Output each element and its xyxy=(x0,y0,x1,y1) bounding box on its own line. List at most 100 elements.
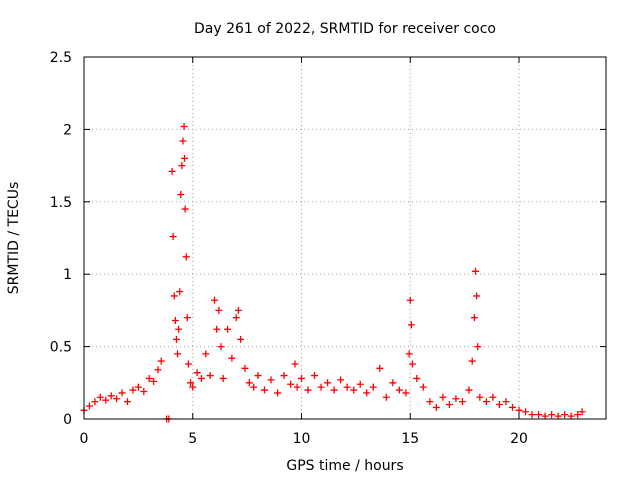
data-point xyxy=(118,389,126,397)
data-point xyxy=(432,403,440,411)
data-point xyxy=(476,393,484,401)
data-point xyxy=(150,377,158,385)
data-point xyxy=(474,343,482,351)
data-point xyxy=(472,267,479,275)
data-point xyxy=(211,296,218,304)
data-point xyxy=(406,296,414,304)
y-tick-label: 2 xyxy=(63,122,72,138)
data-point xyxy=(402,389,410,397)
grid xyxy=(84,57,606,419)
data-point xyxy=(528,411,536,419)
data-point xyxy=(254,372,262,380)
data-point xyxy=(280,372,288,380)
data-point xyxy=(187,379,195,387)
data-point xyxy=(419,383,427,391)
data-point xyxy=(168,167,176,175)
data-point xyxy=(206,372,214,380)
data-point xyxy=(250,383,258,391)
data-point xyxy=(261,386,269,394)
data-point xyxy=(407,321,415,329)
data-point xyxy=(267,376,275,384)
data-point xyxy=(508,403,516,411)
data-point xyxy=(219,374,227,382)
y-tick-label: 2.5 xyxy=(50,50,72,66)
chart-title: Day 261 of 2022, SRMTID for receiver coc… xyxy=(194,21,496,37)
data-point xyxy=(145,374,153,382)
data-point xyxy=(350,386,358,394)
x-tick-label: 20 xyxy=(510,431,528,447)
x-tick-label: 0 xyxy=(80,431,89,447)
data-point xyxy=(175,325,183,333)
data-point xyxy=(470,314,478,322)
data-point xyxy=(171,317,179,325)
data-point xyxy=(293,383,301,391)
data-point xyxy=(140,387,148,395)
data-point xyxy=(452,395,460,403)
data-point xyxy=(174,350,182,358)
data-point xyxy=(189,383,197,391)
data-point xyxy=(213,325,221,333)
data-point xyxy=(458,398,466,406)
data-point xyxy=(369,383,377,391)
data-point xyxy=(176,288,184,296)
y-tick-label: 1 xyxy=(63,267,72,283)
y-axis-label: SRMTID / TECUs xyxy=(6,182,22,295)
data-point xyxy=(180,154,188,162)
x-tick-label: 15 xyxy=(401,431,419,447)
data-point xyxy=(178,162,186,170)
data-point xyxy=(561,411,569,419)
data-point xyxy=(169,233,177,241)
data-point xyxy=(343,383,351,391)
data-point xyxy=(389,379,397,387)
data-point xyxy=(113,395,121,403)
data-point xyxy=(330,386,338,394)
data-point xyxy=(482,398,490,406)
x-tick-labels: 0 5 10 15 20 xyxy=(80,431,528,447)
data-point xyxy=(129,386,137,394)
data-point xyxy=(184,360,192,368)
data-point xyxy=(193,369,201,377)
data-point xyxy=(356,380,364,388)
data-point xyxy=(245,379,253,387)
data-point xyxy=(578,408,586,416)
data-point xyxy=(237,335,245,343)
data-point xyxy=(408,360,416,368)
data-point xyxy=(382,393,390,401)
data-point xyxy=(91,398,99,406)
data-point xyxy=(405,350,413,358)
data-point xyxy=(241,364,249,372)
data-point xyxy=(202,350,210,358)
x-tick-label: 10 xyxy=(293,431,311,447)
data-point xyxy=(157,357,165,365)
data-point xyxy=(180,123,188,131)
data-point xyxy=(102,396,110,404)
data-point xyxy=(234,306,242,314)
data-point xyxy=(124,398,131,406)
data-point xyxy=(177,191,185,199)
data-point xyxy=(85,402,93,410)
data-point xyxy=(395,386,403,394)
data-point xyxy=(224,325,232,333)
data-point xyxy=(287,380,295,388)
data-point xyxy=(291,360,299,368)
y-tick-labels: 0 0.5 1 1.5 2 2.5 xyxy=(50,50,72,428)
data-point xyxy=(172,335,180,343)
axis-ticks xyxy=(83,56,606,420)
data-point xyxy=(413,374,421,382)
data-point xyxy=(439,393,447,401)
data-point xyxy=(489,393,497,401)
data-point xyxy=(96,393,104,401)
data-point xyxy=(324,379,332,387)
data-point xyxy=(134,383,142,391)
data-point xyxy=(515,406,523,414)
data-point xyxy=(554,412,562,420)
data-point xyxy=(183,314,191,322)
data-point xyxy=(376,364,384,372)
data-point xyxy=(426,398,434,406)
data-point xyxy=(107,392,115,400)
data-point xyxy=(502,398,510,406)
data-point xyxy=(181,205,189,213)
data-point xyxy=(567,412,575,420)
data-point xyxy=(468,357,476,365)
